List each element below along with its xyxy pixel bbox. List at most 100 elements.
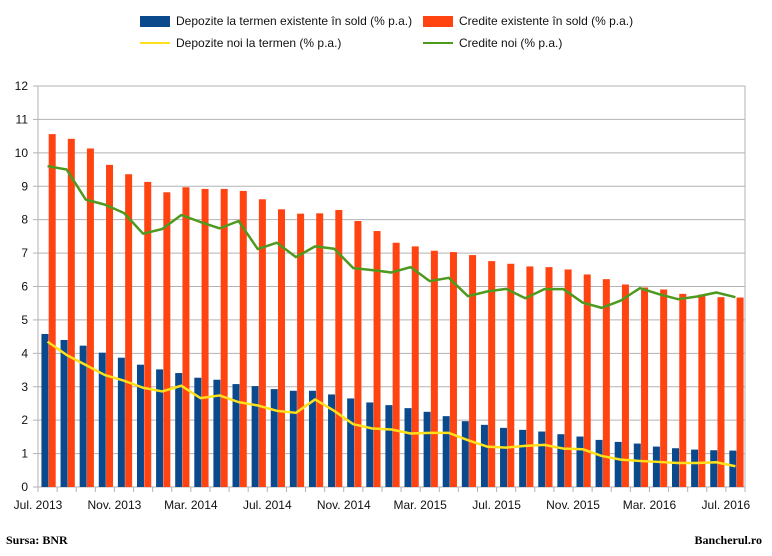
bar-credits-stock	[335, 209, 343, 487]
x-tick-label: Nov. 2013	[88, 498, 142, 512]
x-tick-label: Mar. 2015	[393, 498, 447, 512]
legend-label-new-deposits: Depozite noi la termen (% p.a.)	[176, 36, 342, 50]
y-tick-label: 5	[21, 313, 28, 327]
bar-credits-stock	[602, 279, 610, 487]
x-tick-label: Jul. 2014	[243, 498, 292, 512]
bar-deposits-stock	[347, 398, 355, 487]
bar-credits-stock	[430, 250, 438, 487]
legend-swatch-credits-stock	[423, 15, 453, 27]
bar-credits-stock	[507, 263, 515, 487]
legend-swatch-new-deposits	[140, 42, 170, 44]
legend-item-credits-stock: Credite existente în sold (% p.a.)	[423, 14, 633, 28]
bar-deposits-stock	[442, 416, 450, 487]
bar-credits-stock	[526, 266, 534, 487]
bar-deposits-stock	[423, 411, 431, 487]
bar-credits-stock	[564, 269, 572, 487]
bar-deposits-stock	[461, 421, 469, 487]
y-tick-label: 4	[21, 346, 28, 360]
bar-credits-stock	[354, 221, 362, 487]
bar-deposits-stock	[213, 379, 221, 487]
bar-credits-stock	[106, 164, 114, 487]
bar-deposits-stock	[156, 369, 164, 487]
bar-credits-stock	[583, 274, 591, 487]
bar-deposits-stock	[270, 389, 278, 487]
x-tick-label: Jul. 2016	[702, 498, 751, 512]
bar-credits-stock	[411, 246, 419, 487]
x-tick-label: Mar. 2016	[623, 498, 677, 512]
bar-deposits-stock	[366, 402, 374, 487]
bar-credits-stock	[48, 134, 56, 487]
bar-credits-stock	[277, 209, 285, 487]
bar-credits-stock	[373, 231, 381, 487]
bar-deposits-stock	[404, 408, 412, 487]
bar-credits-stock	[297, 213, 305, 487]
bar-credits-stock	[220, 188, 228, 487]
bar-deposits-stock	[79, 345, 87, 487]
bar-deposits-stock	[614, 441, 622, 487]
bar-credits-stock	[469, 255, 477, 487]
bar-deposits-stock	[595, 439, 603, 487]
y-tick-label: 10	[15, 146, 29, 160]
bar-deposits-stock	[538, 431, 546, 487]
bar-deposits-stock	[652, 446, 660, 487]
x-tick-label: Jul. 2015	[472, 498, 521, 512]
bar-deposits-stock	[633, 443, 641, 487]
y-tick-label: 7	[21, 246, 28, 260]
bar-deposits-stock	[500, 427, 508, 487]
y-tick-label: 9	[21, 179, 28, 193]
y-tick-label: 8	[21, 213, 28, 227]
bar-deposits-stock	[98, 352, 106, 487]
bar-credits-stock	[736, 297, 744, 487]
line-new-deposits	[46, 340, 736, 468]
bar-credits-stock	[717, 297, 725, 487]
y-tick-label: 6	[21, 280, 28, 294]
x-tick-label: Nov. 2015	[546, 498, 600, 512]
bar-credits-stock	[392, 242, 400, 487]
bar-credits-stock	[621, 284, 629, 487]
y-tick-label: 1	[21, 447, 28, 461]
x-tick-label: Mar. 2014	[164, 498, 218, 512]
bar-credits-stock	[545, 267, 553, 487]
bar-deposits-stock	[480, 424, 488, 487]
bar-deposits-stock	[60, 339, 68, 487]
bar-credits-stock	[182, 187, 190, 487]
bar-credits-stock	[698, 294, 706, 487]
y-tick-label: 11	[16, 112, 29, 126]
bar-deposits-stock	[41, 333, 49, 487]
bar-deposits-stock	[136, 364, 144, 487]
bar-deposits-stock	[710, 450, 718, 487]
bar-credits-stock	[641, 287, 649, 487]
bar-deposits-stock	[232, 384, 240, 487]
bar-deposits-stock	[308, 390, 316, 487]
bar-credits-stock	[258, 199, 266, 487]
bar-deposits-stock	[194, 377, 202, 487]
bar-credits-stock	[239, 190, 247, 487]
bar-credits-stock	[449, 252, 457, 487]
y-tick-label: 3	[21, 380, 28, 394]
legend-swatch-deposits-stock	[140, 15, 170, 27]
bar-credits-stock	[67, 138, 75, 487]
bar-credits-stock	[488, 261, 496, 487]
bar-deposits-stock	[385, 405, 393, 487]
bar-deposits-stock	[175, 373, 183, 487]
source-label: Sursa: BNR	[6, 533, 68, 547]
bar-credits-stock	[679, 293, 687, 487]
bar-deposits-stock	[289, 390, 297, 487]
y-tick-label: 12	[15, 79, 29, 93]
bar-deposits-stock	[117, 357, 125, 487]
bar-deposits-stock	[328, 394, 336, 487]
bar-credits-stock	[201, 188, 209, 487]
legend-label-deposits-stock: Depozite la termen existente în sold (% …	[176, 14, 413, 28]
bar-deposits-stock	[557, 434, 565, 487]
legend-label-new-credits: Credite noi (% p.a.)	[459, 36, 563, 50]
bar-credits-stock	[144, 181, 152, 488]
y-tick-label: 0	[21, 480, 28, 494]
bar-credits-stock	[163, 192, 171, 487]
brand-label: Bancherul.ro	[694, 533, 762, 547]
bar-deposits-stock	[691, 449, 699, 487]
legend-item-deposits-stock: Depozite la termen existente în sold (% …	[140, 14, 412, 28]
bar-deposits-stock	[576, 436, 584, 487]
legend-label-credits-stock: Credite existente în sold (% p.a.)	[459, 14, 634, 28]
bar-deposits-stock	[672, 448, 680, 487]
